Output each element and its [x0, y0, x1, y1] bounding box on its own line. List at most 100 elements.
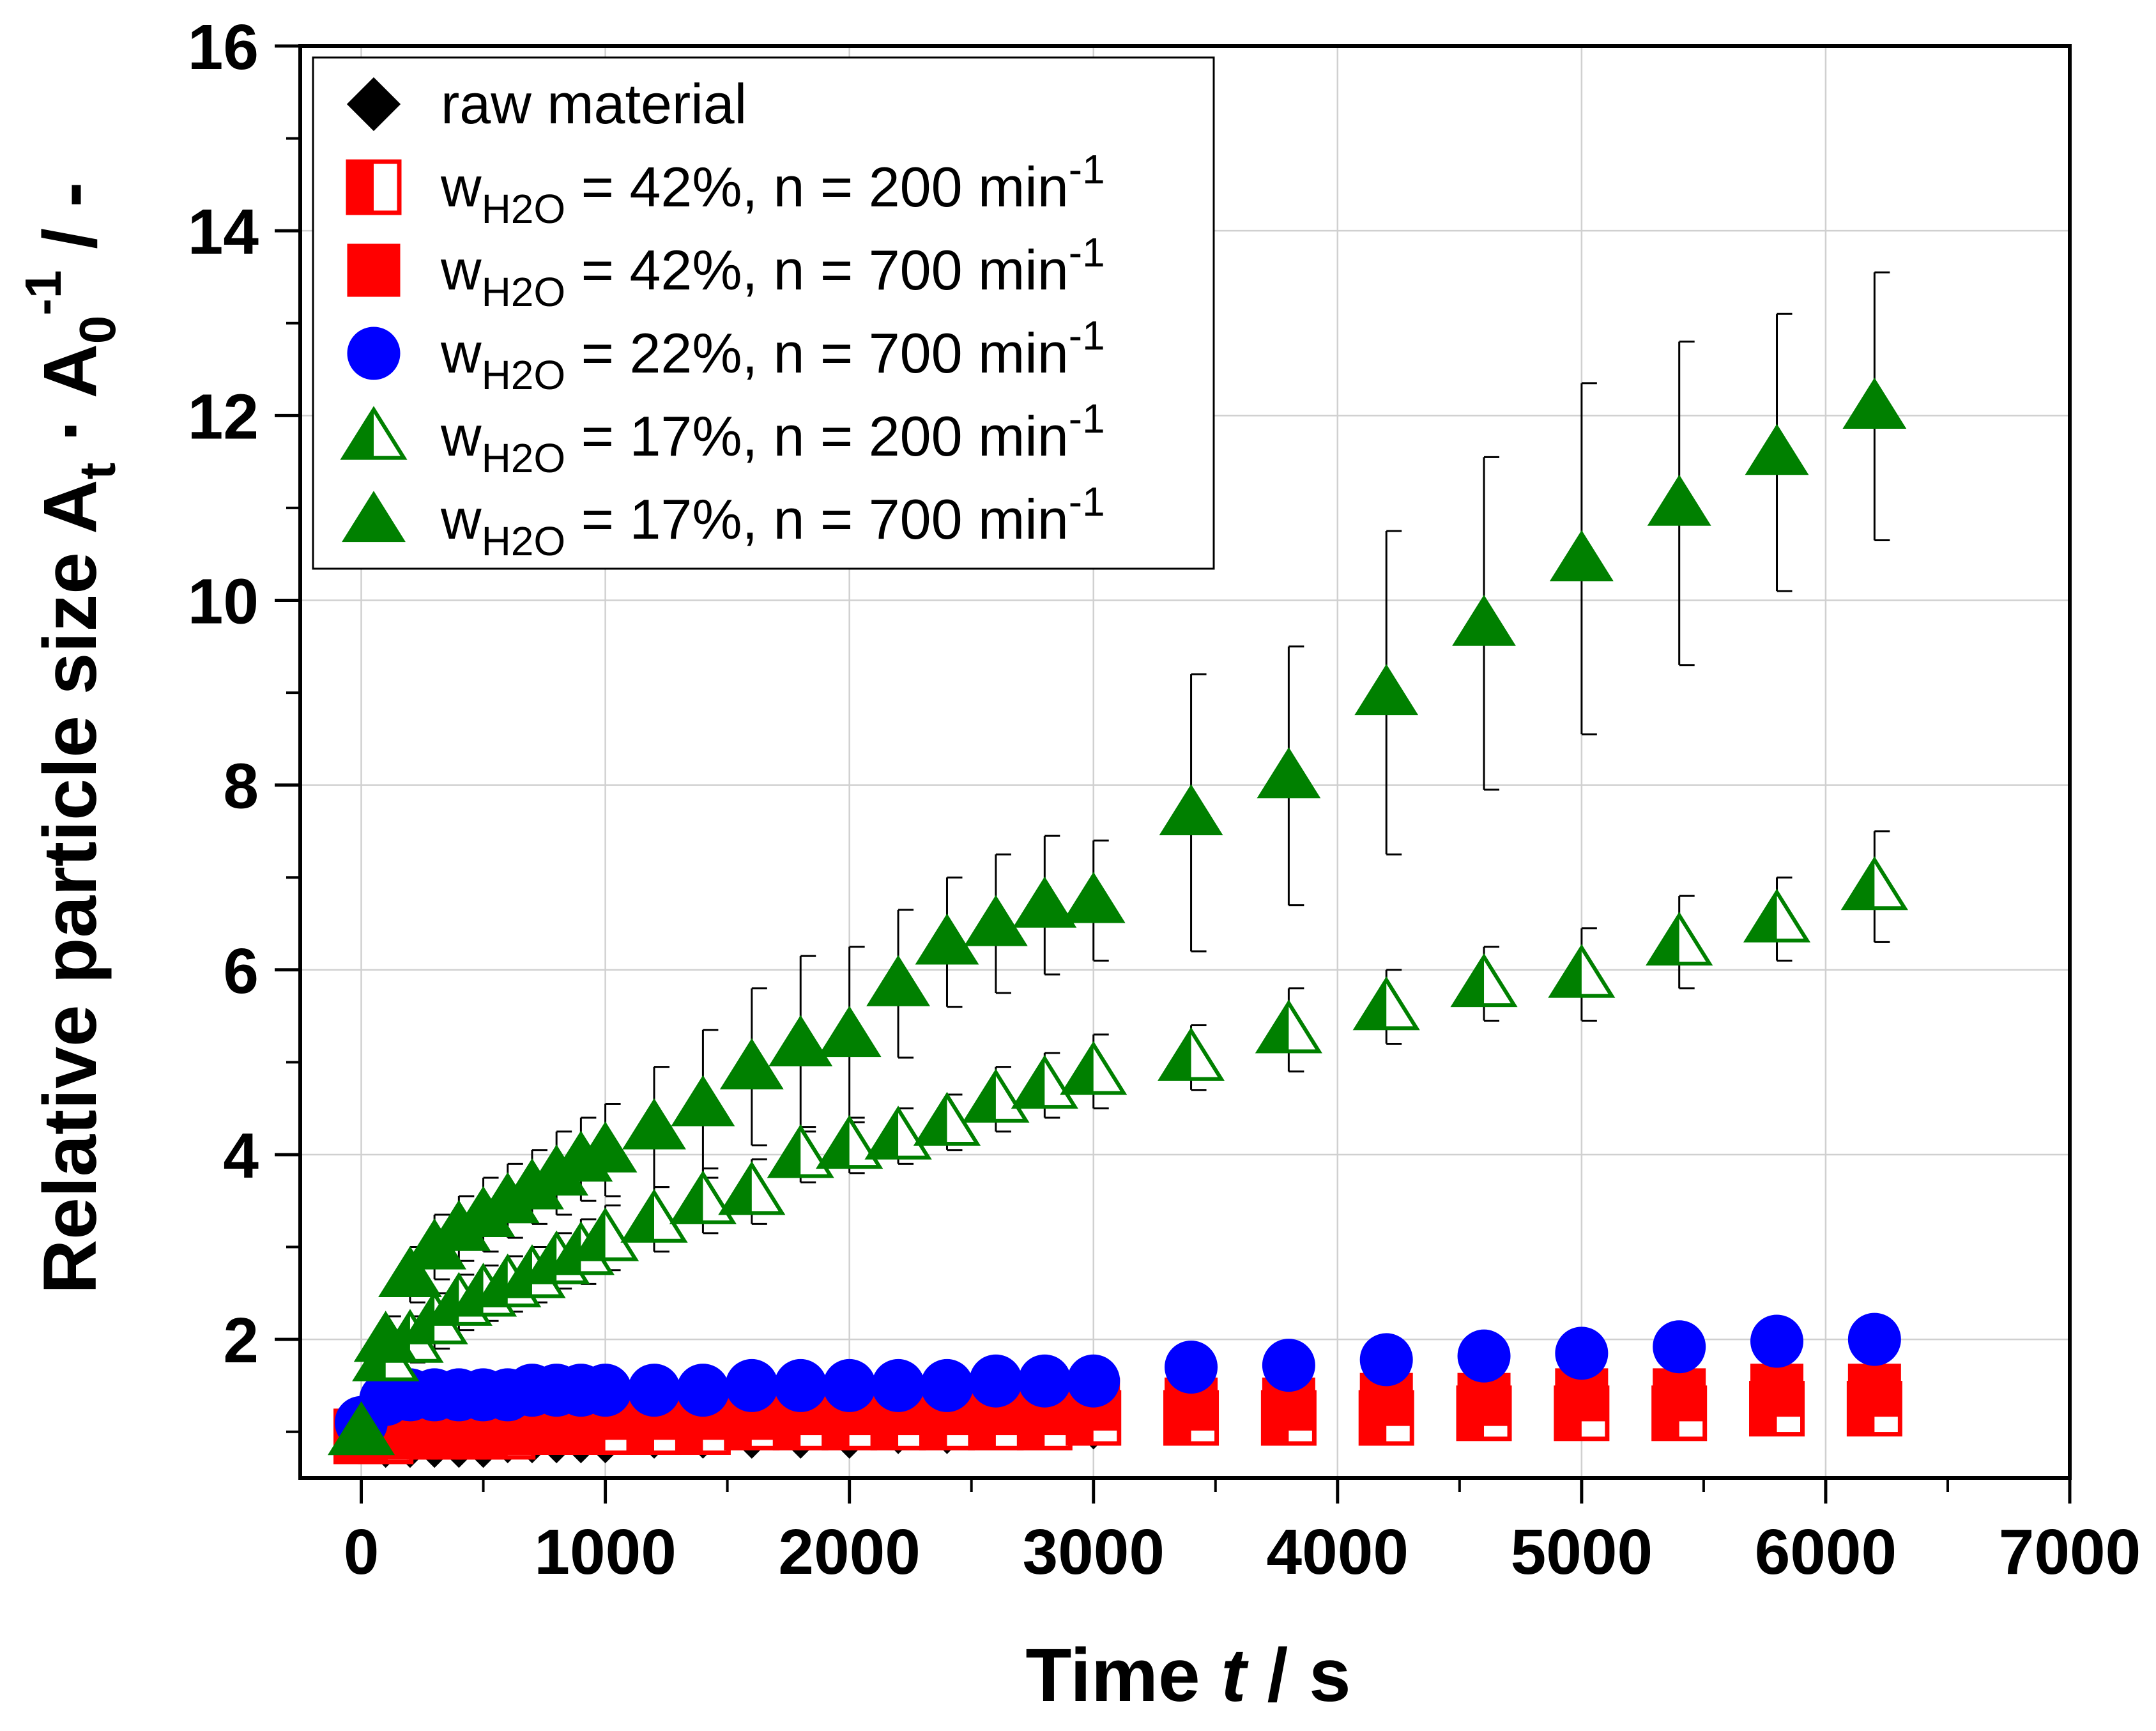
data-point: [767, 1124, 834, 1178]
legend-label-main: = 42%, n = 200 min: [565, 155, 1069, 219]
data-point: [719, 1038, 784, 1089]
data-point: [816, 1114, 883, 1169]
x-tick-label: 7000: [1999, 1516, 2141, 1588]
data-point: [1257, 747, 1321, 799]
x-tick-label: 2000: [778, 1516, 920, 1588]
y-tick-label: 6: [223, 935, 259, 1007]
data-point: [1647, 474, 1711, 526]
data-point: [969, 1354, 1023, 1408]
legend-label-sub: H2O: [482, 518, 566, 564]
x-axis-title-pre: Time: [1025, 1633, 1221, 1718]
y-axis-title: Relative particle size At · A0-1 / -: [15, 182, 126, 1294]
y-axis-title-post: / -: [28, 182, 112, 270]
data-point: [718, 1161, 786, 1215]
legend-label: wH2O = 17%, n = 700 min-1: [440, 479, 1105, 564]
data-point: [920, 1358, 974, 1412]
y-axis-title-sub2: 0: [69, 316, 126, 344]
data-point: [866, 955, 930, 1006]
legend-label-pre: w: [440, 488, 482, 551]
data-point: [573, 1121, 638, 1173]
data-point: [1653, 1368, 1706, 1422]
y-tick-label: 4: [223, 1120, 259, 1192]
x-tick-label: 0: [344, 1516, 379, 1588]
data-point: [871, 1358, 925, 1412]
data-point: [1060, 1041, 1128, 1095]
legend-marker: [347, 327, 401, 380]
legend-label: wH2O = 42%, n = 200 min-1: [440, 146, 1105, 232]
data-point: [1842, 378, 1907, 429]
data-point: [1359, 1333, 1413, 1387]
data-point: [1159, 784, 1223, 836]
data-point: [725, 1358, 779, 1412]
y-tick-label: 2: [223, 1305, 259, 1376]
data-point: [353, 1311, 418, 1362]
axis-ticks: [275, 44, 2072, 1504]
plot-frame: [298, 44, 2072, 1480]
data-point: [1847, 1312, 1901, 1366]
data-point: [1255, 999, 1322, 1054]
y-axis-title-sub1: t: [69, 463, 126, 480]
legend-marker: [340, 406, 408, 460]
data-point: [1840, 856, 1908, 911]
x-tick-label: 3000: [1022, 1516, 1164, 1588]
legend-label: wH2O = 22%, n = 700 min-1: [440, 312, 1105, 398]
legend-label-sub: H2O: [482, 435, 566, 481]
legend-item: wH2O = 42%, n = 700 min-1: [347, 229, 1105, 315]
x-tick-labels: 0 1000 2000 3000 4000 5000 6000 7000: [344, 1516, 2141, 1588]
x-tick-label: 1000: [534, 1516, 676, 1588]
data-point: [1847, 1364, 1901, 1417]
data-point: [620, 1189, 688, 1243]
data-point: [571, 1207, 639, 1261]
series-3: [335, 1312, 1901, 1449]
y-axis-title-mid: · A: [28, 344, 112, 463]
data-point: [378, 1246, 442, 1298]
legend-label-sup: -1: [1069, 229, 1105, 275]
legend-item: wH2O = 42%, n = 200 min-1: [346, 146, 1105, 232]
data-point: [1457, 1329, 1511, 1383]
data-markers: [327, 378, 1908, 1468]
data-point: [1352, 976, 1420, 1031]
legend-item: wH2O = 22%, n = 700 min-1: [347, 312, 1105, 398]
data-point: [671, 1075, 735, 1127]
data-point: [1548, 944, 1616, 998]
data-point: [768, 1015, 833, 1066]
legend-marker: [346, 77, 401, 132]
legend-label-main: = 22%, n = 700 min: [565, 321, 1069, 385]
y-tick-label: 16: [188, 12, 259, 83]
legend-marker: [346, 159, 402, 215]
data-point: [864, 1105, 932, 1160]
data-point: [1750, 1364, 1804, 1417]
data-point: [1013, 876, 1077, 928]
legend-box: [312, 56, 1215, 570]
legend-item: wH2O = 17%, n = 200 min-1: [340, 396, 1105, 481]
legend-label-sup: -1: [1069, 146, 1105, 192]
data-point: [1743, 888, 1811, 942]
legend-label-pre: w: [440, 155, 482, 219]
legend-label-sup: -1: [1069, 396, 1105, 442]
y-tick-label: 14: [188, 196, 259, 268]
legend-label: raw material: [441, 72, 747, 135]
legend-label-sub: H2O: [482, 352, 566, 398]
data-point: [1452, 594, 1516, 646]
legend-label-pre: w: [440, 404, 482, 468]
legend-label-sub: H2O: [482, 269, 566, 315]
data-point: [913, 1091, 981, 1146]
legend-item: wH2O = 17%, n = 700 min-1: [342, 479, 1105, 564]
data-point: [627, 1364, 681, 1417]
data-point: [1061, 872, 1126, 923]
data-point: [1745, 424, 1809, 475]
legend-item: raw material: [346, 72, 747, 135]
data-point: [1354, 664, 1419, 716]
data-point: [622, 1098, 686, 1150]
data-point: [962, 1068, 1030, 1123]
legend-label-pre: w: [440, 321, 482, 385]
legend-label: wH2O = 17%, n = 200 min-1: [440, 396, 1105, 481]
data-point: [1750, 1314, 1804, 1368]
data-point: [1262, 1339, 1315, 1392]
data-point: [579, 1364, 632, 1417]
series-5: [329, 378, 1907, 1454]
legend-label-main: = 17%, n = 700 min: [565, 488, 1069, 551]
legend-label-main: = 42%, n = 700 min: [565, 238, 1069, 302]
y-tick-label: 12: [188, 381, 259, 452]
